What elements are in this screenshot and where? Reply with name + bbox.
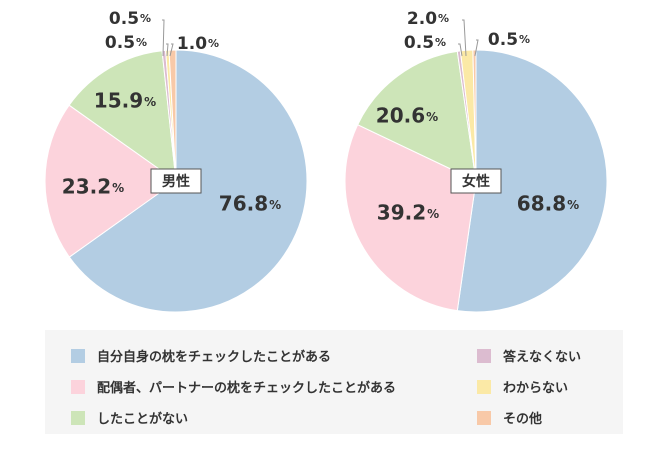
pie-slice-other — [168, 49, 177, 182]
legend-swatch-other — [477, 410, 491, 425]
pie-slice-self — [456, 49, 608, 313]
leader-line-unknown — [462, 19, 467, 57]
data-label-no_answer: 0.5% — [109, 9, 151, 29]
center-label-box — [150, 168, 202, 194]
legend-swatch-self — [71, 348, 85, 363]
leader-line-no_answer — [162, 19, 165, 57]
legend-label-never: したことがない — [97, 412, 189, 427]
legend-swatch-no-answer — [477, 348, 491, 363]
legend-swatch-unknown — [477, 379, 491, 394]
legend-panel: 自分自身の枕をチェックしたことがある 配偶者、パートナーの枕をチェックしたことが… — [45, 330, 623, 434]
legend-swatch-partner — [71, 379, 85, 394]
pie-slice-never — [68, 50, 177, 183]
leader-line-no_answer — [458, 43, 463, 57]
legend-item-no-answer: 答えなくない — [477, 346, 581, 365]
leader-line-unknown — [166, 43, 169, 57]
pie-slice-partner — [344, 124, 477, 312]
center-label: 女性 — [462, 173, 490, 190]
legend-item-self: 自分自身の枕をチェックしたことがある — [71, 346, 331, 365]
legend-item-never: したことがない — [71, 408, 188, 427]
center-label: 男性 — [162, 173, 190, 190]
data-label-no_answer: 0.5% — [404, 33, 446, 53]
legend-item-partner: 配偶者、パートナーの枕をチェックしたことがある — [71, 377, 396, 396]
pie-chart-2: 68.8%39.2%20.6%0.5%2.0%0.5%女性 — [344, 9, 608, 313]
legend-label-unknown: わからない — [503, 381, 569, 396]
legend-item-other: その他 — [477, 408, 542, 427]
data-label-unknown: 0.5% — [105, 33, 147, 53]
legend-label-no-answer: 答えなくない — [503, 350, 582, 365]
legend-item-unknown: わからない — [477, 377, 568, 396]
legend-label-self: 自分自身の枕をチェックしたことがある — [97, 350, 332, 365]
center-label-box — [450, 168, 502, 194]
legend-label-other: その他 — [503, 412, 543, 427]
legend-label-partner: 配偶者、パートナーの枕をチェックしたことがある — [97, 381, 397, 396]
leader-line-other — [474, 39, 479, 57]
pie-chart-1: 76.8%23.2%15.9%0.5%0.5% 1.0%男性 — [44, 9, 308, 313]
data-label-unknown: 2.0% — [407, 9, 449, 29]
legend-swatch-never — [71, 410, 85, 425]
pie-slice-partner — [44, 104, 177, 258]
leader-line-other — [169, 43, 174, 57]
data-label-other: 1.0% — [177, 34, 219, 54]
pie-slice-never — [357, 50, 477, 182]
data-label-other: 0.5% — [488, 30, 530, 50]
